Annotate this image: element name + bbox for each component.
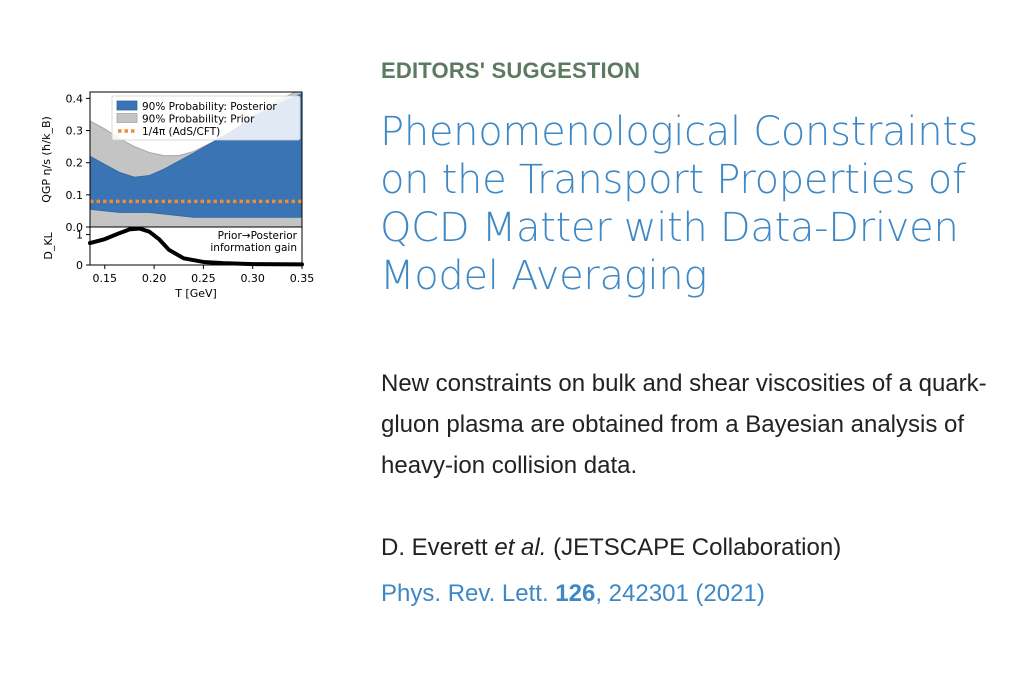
journal-volume: 126 xyxy=(555,580,596,607)
et-al: et al. xyxy=(494,534,547,561)
legend-swatch xyxy=(116,100,138,111)
top-y-tick-label: 0.3 xyxy=(66,125,84,138)
info-gain-annotation: Prior→Posterior xyxy=(218,230,298,242)
viscosity-chart: 0.0 0.1 0.2 0.3 0.4 QGP η/s (ħ/k_B) 0 1 D_KL Pri… xyxy=(40,91,315,300)
info-gain-annotation: information gain xyxy=(210,242,297,254)
x-tick-label: 0.15 xyxy=(93,272,118,285)
citation-link[interactable]: Phys. Rev. Lett. 126, 242301 (2021) xyxy=(381,580,765,608)
bottom-y-tick-label: 0 xyxy=(76,259,83,272)
bottom-y-tick-label: 1 xyxy=(76,229,83,242)
x-axis: 0.15 0.20 0.25 0.30 0.35 T [GeV] xyxy=(93,265,315,300)
x-tick-label: 0.35 xyxy=(290,272,315,285)
top-y-tick-label: 0.0 xyxy=(66,221,84,234)
legend-swatch xyxy=(116,113,138,123)
x-tick-label: 0.25 xyxy=(191,272,216,285)
legend-label: 1/4π (AdS/CFT) xyxy=(142,126,220,138)
legend-label: 90% Probability: Prior xyxy=(142,114,255,126)
citation-details: , 242301 (2021) xyxy=(595,580,765,607)
bottom-y-label: D_KL xyxy=(42,231,55,259)
legend-label: 90% Probability: Posterior xyxy=(142,101,277,113)
article-summary: New constraints on bulk and shear viscos… xyxy=(381,370,987,479)
x-axis-label: T [GeV] xyxy=(174,287,217,300)
editors-suggestion-label: EDITORS' SUGGESTION xyxy=(381,58,641,83)
article-title[interactable]: Phenomenological Constraints on the Tran… xyxy=(380,109,979,299)
top-y-label: QGP η/s (ħ/k_B) xyxy=(40,116,53,203)
top-y-tick-label: 0.2 xyxy=(66,157,84,170)
journal-name: Phys. Rev. Lett. xyxy=(381,580,549,607)
top-y-tick-label: 0.1 xyxy=(66,189,84,202)
dkl-curve xyxy=(88,226,304,267)
collaboration: (JETSCAPE Collaboration) xyxy=(553,534,842,561)
x-tick-label: 0.20 xyxy=(142,272,167,285)
lead-author: D. Everett xyxy=(381,534,488,561)
author-line: D. Everett et al. (JETSCAPE Collaboratio… xyxy=(381,534,841,562)
x-tick-label: 0.30 xyxy=(240,272,265,285)
legend-box xyxy=(111,95,301,141)
top-y-tick-label: 0.4 xyxy=(66,92,84,105)
